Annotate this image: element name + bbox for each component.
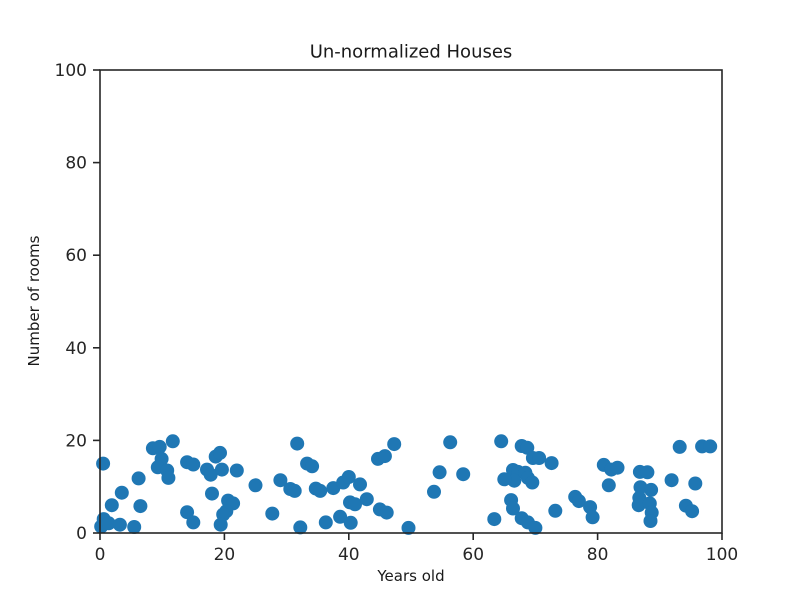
- y-tick-label: 0: [76, 524, 87, 544]
- scatter-point: [528, 520, 543, 535]
- scatter-point: [186, 457, 201, 472]
- y-tick-label: 60: [65, 246, 87, 266]
- scatter-point: [265, 506, 280, 521]
- scatter-point: [318, 515, 333, 530]
- scatter-point: [544, 456, 559, 471]
- scatter-point: [127, 520, 142, 534]
- scatter-point: [633, 480, 648, 495]
- scatter-point: [293, 520, 308, 535]
- scatter-point: [703, 439, 718, 454]
- scatter-point: [333, 509, 348, 524]
- x-tick-label: 80: [587, 545, 609, 565]
- scatter-point: [273, 473, 288, 488]
- scatter-point: [96, 456, 111, 471]
- scatter-point: [313, 483, 328, 498]
- scatter-point: [131, 471, 146, 486]
- plot-border: [99, 69, 723, 534]
- scatter-point: [487, 512, 502, 527]
- scatter-point: [427, 484, 441, 499]
- scatter-point: [214, 462, 229, 477]
- y-tick-label: 40: [65, 339, 87, 359]
- scatter-point: [229, 463, 244, 478]
- scatter-point: [205, 486, 219, 501]
- scatter-point: [640, 465, 655, 480]
- scatter-point: [341, 470, 356, 484]
- scatter-point: [305, 459, 320, 474]
- scatter-point: [161, 470, 176, 485]
- scatter-point: [520, 440, 535, 455]
- scatter-point: [112, 517, 127, 532]
- scatter-point: [571, 494, 586, 509]
- scatter-point: [585, 510, 600, 525]
- scatter-point: [443, 435, 458, 450]
- scatter-point: [387, 437, 402, 452]
- scatter-point: [456, 467, 471, 482]
- scatter-point: [664, 473, 679, 488]
- scatter-point: [213, 445, 227, 460]
- x-tick-label: 60: [462, 545, 484, 565]
- scatter-point: [248, 478, 263, 493]
- scatter-point: [688, 476, 703, 491]
- scatter-point: [101, 516, 116, 531]
- y-tick-label: 100: [55, 61, 87, 81]
- scatter-point: [548, 503, 563, 518]
- scatter-point: [610, 460, 625, 475]
- x-axis-label: Years old: [377, 567, 445, 585]
- y-tick-label: 80: [65, 154, 87, 174]
- scatter-point: [377, 449, 392, 464]
- scatter-point: [104, 498, 119, 513]
- x-tick-label: 20: [214, 545, 236, 565]
- scatter-point: [359, 492, 374, 507]
- x-tick-label: 100: [706, 545, 738, 565]
- scatter-point: [532, 451, 547, 465]
- scatter-point: [165, 434, 180, 449]
- scatter-point: [494, 434, 509, 449]
- scatter-point: [343, 515, 358, 530]
- scatter-point: [213, 517, 228, 532]
- scatter-point: [601, 478, 616, 493]
- scatter-point: [133, 499, 148, 514]
- scatter-point: [497, 472, 512, 487]
- x-tick-label: 0: [95, 545, 106, 565]
- x-tick-label: 40: [338, 545, 360, 565]
- scatter-point: [203, 467, 218, 482]
- scatter-point: [525, 475, 540, 490]
- scatter-point: [180, 505, 195, 520]
- scatter-point: [401, 520, 416, 535]
- scatter-point: [685, 504, 700, 519]
- scatter-point: [506, 501, 520, 516]
- scatter-point: [379, 505, 394, 520]
- chart-title: Un-normalized Houses: [309, 41, 513, 63]
- scatter-point: [114, 485, 129, 500]
- scatter-point: [432, 465, 447, 480]
- scatter-point: [672, 439, 687, 454]
- scatter-point: [348, 497, 362, 512]
- scatter-point: [643, 514, 658, 528]
- scatter-point: [287, 483, 302, 498]
- scatter-point: [290, 436, 305, 451]
- scatter-point: [644, 482, 659, 497]
- scatter-point: [353, 477, 367, 492]
- scatter-point: [631, 498, 646, 513]
- scatter-point: [186, 515, 201, 530]
- y-tick-label: 20: [65, 431, 87, 451]
- scatter-point: [152, 439, 167, 454]
